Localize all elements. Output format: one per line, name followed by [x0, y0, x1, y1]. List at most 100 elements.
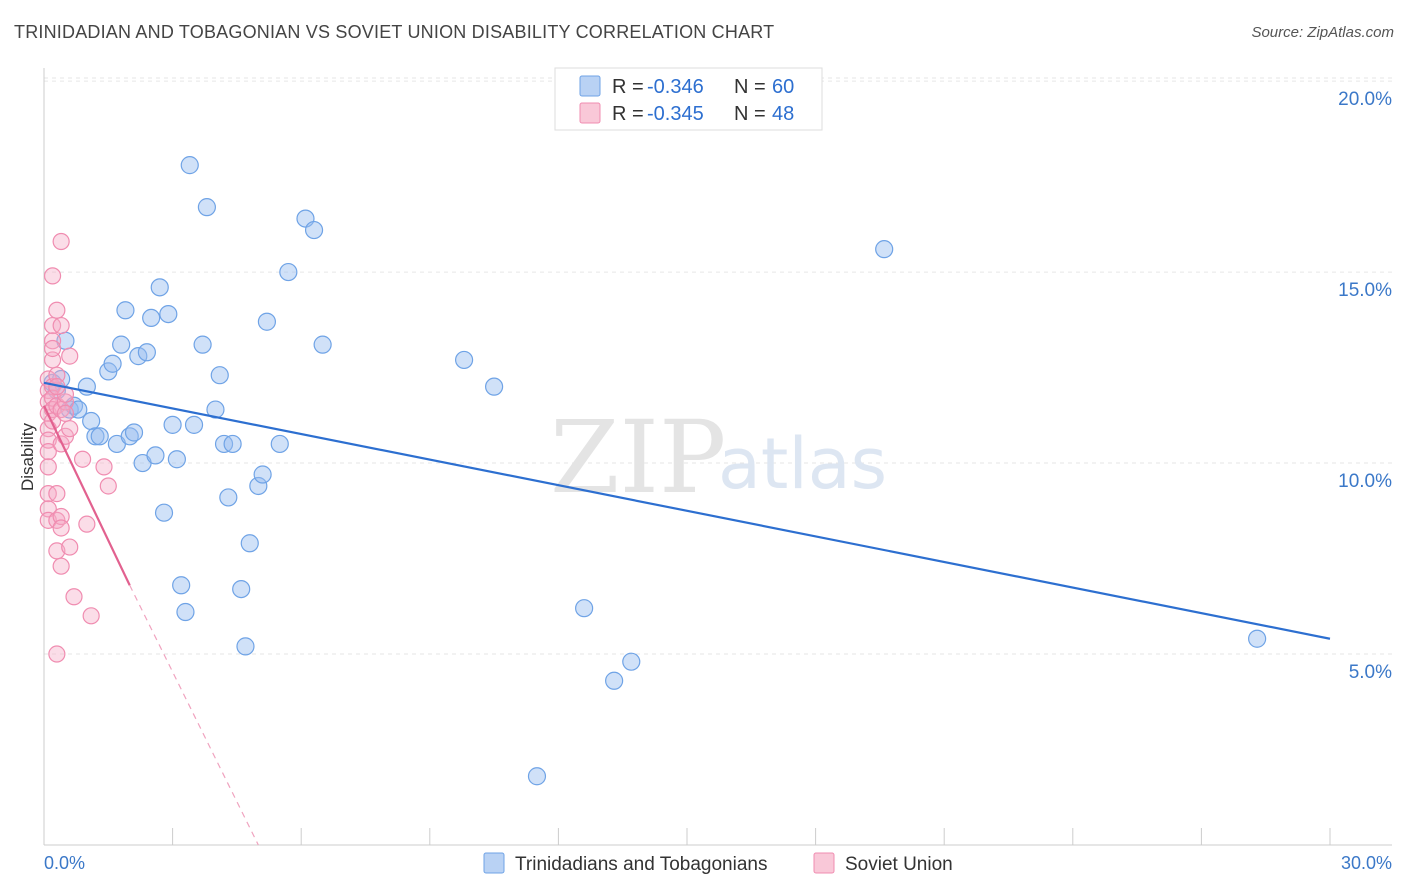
point-soviet-union: [43, 267, 62, 285]
point-soviet-union: [48, 301, 66, 319]
point-trinidadians: [103, 354, 122, 373]
legend-swatch-blue: [579, 75, 601, 97]
point-soviet-union: [73, 450, 92, 468]
point-trinidadians: [154, 503, 174, 522]
point-soviet-union: [39, 442, 57, 461]
legend-n-label-1: N =: [734, 76, 766, 98]
point-trinidadians: [142, 308, 161, 328]
point-trinidadians: [112, 335, 131, 354]
point-soviet-union: [52, 316, 70, 335]
legend-r-label-1: R =: [612, 76, 644, 98]
point-trinidadians: [257, 312, 277, 331]
point-soviet-union: [99, 477, 117, 495]
series-legend: Trinidadians and Tobagonians Soviet Unio…: [483, 852, 953, 875]
series-trinidadians-points: [43, 156, 1267, 786]
point-trinidadians: [1248, 629, 1267, 648]
point-trinidadians: [116, 301, 135, 320]
point-trinidadians: [193, 335, 212, 354]
point-trinidadians: [223, 434, 242, 454]
point-trinidadians: [270, 434, 289, 454]
point-trinidadians: [90, 427, 109, 446]
legend-r-value-2: -0.345: [647, 103, 704, 125]
point-soviet-union: [52, 557, 70, 575]
point-trinidadians: [159, 304, 178, 324]
point-soviet-union: [65, 588, 83, 606]
watermark-atlas: atlas: [718, 423, 887, 505]
point-trinidadians: [86, 427, 105, 446]
trend-lines: [43, 381, 1331, 846]
series-legend-swatch-pink: [813, 852, 835, 874]
point-trinidadians: [236, 637, 255, 656]
trend-line-soviet-union-extension: [129, 585, 259, 846]
chart-title: TRINIDADIAN AND TOBAGONIAN VS SOVIET UNI…: [14, 22, 775, 42]
point-trinidadians: [180, 156, 199, 175]
point-trinidadians: [605, 671, 624, 690]
point-trinidadians: [622, 652, 641, 671]
point-trinidadians: [575, 599, 594, 618]
legend-r-label-2: R =: [612, 103, 644, 125]
series-soviet-union-points: [39, 232, 117, 663]
point-trinidadians: [279, 262, 298, 282]
point-soviet-union: [82, 607, 100, 625]
y-tick-label: 10.0%: [1338, 471, 1392, 492]
y-tick-label: 15.0%: [1338, 280, 1392, 301]
chart-source: Source: ZipAtlas.com: [1251, 24, 1394, 41]
point-soviet-union: [43, 339, 62, 358]
legend-n-label-2: N =: [734, 103, 766, 125]
point-soviet-union: [61, 538, 79, 556]
x-tick-label-min: 0.0%: [44, 853, 85, 873]
point-trinidadians: [240, 534, 259, 553]
point-trinidadians: [82, 411, 101, 431]
legend-swatch-pink: [579, 102, 601, 124]
point-trinidadians: [176, 602, 195, 622]
gridlines: [44, 77, 1392, 655]
point-soviet-union: [95, 458, 113, 476]
point-soviet-union: [52, 232, 70, 251]
point-trinidadians: [875, 240, 894, 259]
x-axis-ticks: [43, 828, 1331, 845]
point-trinidadians: [232, 579, 251, 599]
point-soviet-union: [61, 420, 79, 438]
point-soviet-union: [48, 485, 66, 503]
legend-n-value-1: 60: [772, 76, 794, 98]
point-trinidadians: [184, 415, 204, 434]
series-legend-label-trinidadians: Trinidadians and Tobagonians: [515, 854, 767, 875]
point-trinidadians: [197, 198, 216, 217]
point-trinidadians: [249, 476, 268, 496]
point-soviet-union: [52, 519, 70, 537]
point-trinidadians: [210, 366, 229, 385]
watermark-zip: ZIP: [550, 399, 726, 516]
point-trinidadians: [172, 576, 191, 595]
point-trinidadians: [150, 278, 169, 297]
point-trinidadians: [454, 350, 474, 370]
point-trinidadians: [527, 767, 547, 786]
series-legend-swatch-blue: [483, 852, 505, 874]
legend-n-value-2: 48: [772, 103, 794, 125]
point-soviet-union: [61, 347, 79, 365]
point-soviet-union: [78, 515, 96, 533]
point-soviet-union: [56, 404, 75, 422]
legend-r-value-1: -0.346: [647, 76, 704, 98]
point-trinidadians: [129, 347, 148, 366]
point-soviet-union: [48, 645, 66, 663]
y-tick-label: 20.0%: [1338, 89, 1392, 110]
stats-legend: R = -0.346 N = 60 R = -0.345 N = 48: [554, 67, 823, 131]
x-tick-label-max: 30.0%: [1341, 853, 1392, 873]
point-trinidadians: [163, 415, 182, 434]
point-trinidadians: [69, 400, 88, 419]
point-soviet-union: [39, 458, 57, 476]
trend-line-soviet-union: [43, 405, 131, 586]
trend-line-trinidadians: [43, 381, 1331, 640]
point-trinidadians: [146, 446, 165, 465]
point-trinidadians: [313, 335, 332, 354]
point-trinidadians: [124, 423, 144, 442]
series-legend-label-soviet-union: Soviet Union: [845, 854, 953, 875]
point-trinidadians: [304, 220, 324, 240]
y-axis-label: Disability: [18, 422, 37, 491]
point-trinidadians: [137, 343, 156, 362]
point-trinidadians: [219, 488, 238, 507]
point-trinidadians: [485, 377, 504, 396]
point-trinidadians: [167, 450, 186, 469]
y-tick-label: 5.0%: [1349, 662, 1392, 683]
